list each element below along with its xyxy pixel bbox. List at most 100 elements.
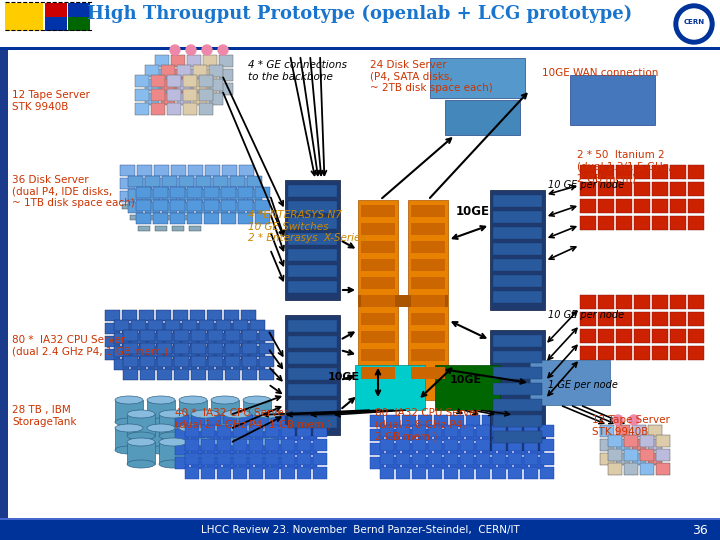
Ellipse shape xyxy=(255,410,283,418)
Bar xyxy=(162,202,177,213)
Bar xyxy=(598,295,614,309)
Bar xyxy=(524,467,538,479)
Bar xyxy=(466,443,480,455)
Bar xyxy=(157,343,172,354)
Ellipse shape xyxy=(223,410,251,418)
Bar xyxy=(183,75,197,87)
Bar xyxy=(313,439,327,451)
Bar xyxy=(128,189,143,200)
Bar xyxy=(313,453,327,465)
Bar xyxy=(540,467,554,479)
Bar xyxy=(187,213,202,224)
Bar xyxy=(624,435,638,447)
Bar xyxy=(174,330,189,341)
Bar xyxy=(514,443,528,455)
Ellipse shape xyxy=(159,432,187,440)
Bar xyxy=(361,277,395,289)
Text: 12 Tape Server
STK 9940B: 12 Tape Server STK 9940B xyxy=(12,90,90,112)
Bar xyxy=(199,320,214,331)
Bar xyxy=(242,330,257,341)
Bar xyxy=(508,439,522,451)
Bar xyxy=(136,187,151,198)
Bar xyxy=(255,442,283,464)
Bar xyxy=(670,216,686,230)
Bar xyxy=(634,216,650,230)
Bar xyxy=(249,439,263,451)
Bar xyxy=(241,323,256,334)
Bar xyxy=(207,443,221,455)
Ellipse shape xyxy=(211,424,239,432)
Bar xyxy=(670,165,686,179)
Bar xyxy=(297,453,311,465)
Bar xyxy=(203,83,217,95)
Bar xyxy=(361,331,395,343)
Bar xyxy=(482,429,496,441)
Bar xyxy=(259,369,274,380)
Bar xyxy=(233,333,248,344)
Bar xyxy=(530,457,544,469)
Bar xyxy=(161,65,175,77)
Bar xyxy=(123,343,138,354)
Bar xyxy=(265,453,279,465)
Bar xyxy=(225,369,240,380)
Bar xyxy=(490,330,545,450)
Bar xyxy=(450,429,464,441)
Ellipse shape xyxy=(243,424,271,432)
Bar xyxy=(493,275,542,287)
Bar xyxy=(216,359,231,370)
Bar xyxy=(634,295,650,309)
Bar xyxy=(688,182,704,196)
Bar xyxy=(652,312,668,326)
Bar xyxy=(271,443,285,455)
Bar xyxy=(670,182,686,196)
Circle shape xyxy=(218,45,228,55)
Bar xyxy=(139,336,154,347)
Bar xyxy=(492,425,506,437)
Bar xyxy=(396,425,410,437)
Bar xyxy=(207,349,222,360)
Bar xyxy=(239,178,254,189)
Text: 80 *  IA32 CPU Server
(dual 2.4 GHz P4, 1 GB mem.): 80 * IA32 CPU Server (dual 2.4 GHz P4, 1… xyxy=(12,335,168,356)
Bar xyxy=(430,58,525,98)
Bar xyxy=(493,243,542,255)
Bar xyxy=(179,176,194,187)
Text: 36: 36 xyxy=(692,523,708,537)
Bar xyxy=(123,330,138,341)
Bar xyxy=(540,425,554,437)
Text: 10 GE per node: 10 GE per node xyxy=(548,180,624,190)
Bar xyxy=(185,439,199,451)
Bar xyxy=(205,191,220,202)
Bar xyxy=(209,93,223,105)
Bar xyxy=(255,457,269,469)
Bar xyxy=(165,346,180,357)
Bar xyxy=(207,457,221,469)
Bar xyxy=(233,467,247,479)
Ellipse shape xyxy=(115,396,143,404)
Bar xyxy=(670,295,686,309)
Bar xyxy=(580,182,596,196)
Bar xyxy=(123,369,138,380)
Bar xyxy=(122,204,134,209)
Bar xyxy=(187,187,202,198)
Bar xyxy=(466,415,480,427)
Bar xyxy=(632,439,646,451)
Bar xyxy=(135,75,149,87)
Bar xyxy=(185,425,199,437)
Ellipse shape xyxy=(127,410,155,418)
Bar xyxy=(0,50,8,518)
Bar xyxy=(205,165,220,176)
Bar xyxy=(173,310,188,321)
Bar xyxy=(145,93,159,105)
Bar xyxy=(303,457,317,469)
Bar xyxy=(135,103,149,115)
Bar xyxy=(493,399,542,411)
Bar xyxy=(182,320,197,331)
Bar xyxy=(151,103,165,115)
Bar xyxy=(156,336,171,347)
Bar xyxy=(271,457,285,469)
Bar xyxy=(648,439,662,451)
Bar xyxy=(191,343,206,354)
Bar xyxy=(213,176,228,187)
Bar xyxy=(170,200,185,211)
Bar xyxy=(179,202,194,213)
